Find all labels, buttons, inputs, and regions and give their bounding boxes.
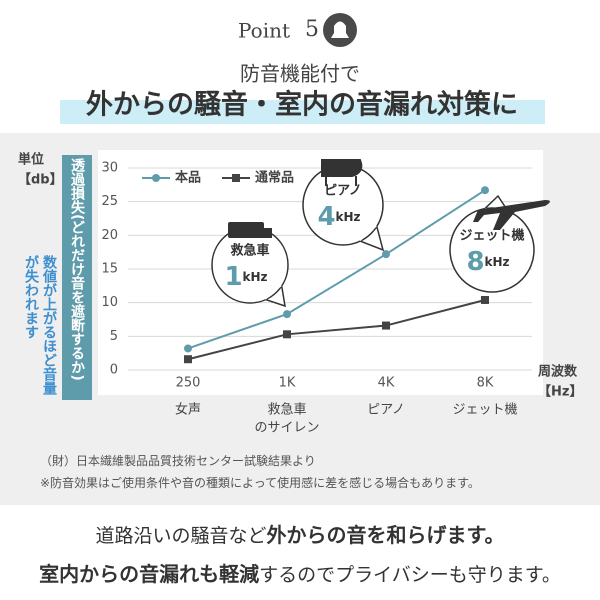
x-label: 周波数 [538, 364, 578, 380]
callout-freq: 8kHz [466, 247, 509, 277]
legend-marker [152, 174, 160, 182]
x-tick-label: 250 [176, 376, 201, 391]
footnote: （財）日本繊維製品品質技術センター試験結果より [40, 454, 316, 468]
point [382, 250, 390, 259]
callout-freq: 1kHz [224, 262, 267, 292]
callout-unit: kHz [485, 255, 510, 269]
body-line: 道路沿いの騒音など外からの音を和らげます。 [0, 516, 600, 555]
y-tick-label: 20 [101, 228, 118, 243]
footnote: ※防音効果はご使用条件や音の種類によって使用感に差を感じる場合もあります。 [40, 476, 480, 490]
body-segment: 外からの音を和らげます。 [266, 523, 505, 547]
y-tick-label: 25 [101, 194, 118, 209]
point [184, 344, 192, 353]
category-note: ピアノ [367, 403, 405, 418]
category-note: 女声 [175, 402, 201, 418]
callout-label: ジェット機 [459, 228, 524, 244]
callout-number: 8 [466, 247, 484, 277]
y-tick-label: 15 [101, 262, 118, 277]
callout-label: 救急車 [230, 243, 269, 259]
category-note: のサイレン [254, 421, 319, 436]
y-unit: 単位 [18, 152, 44, 168]
y-tick-label: 30 [101, 161, 118, 176]
legend-marker [232, 174, 240, 182]
title: 外からの騒音・室内の音漏れ対策に [86, 89, 518, 121]
legend-label: 通常品 [255, 170, 294, 186]
title-highlight [60, 100, 545, 124]
ambulance-icon [228, 222, 264, 238]
x-tick-label: 1K [279, 376, 296, 391]
callout-number: 4 [317, 202, 335, 232]
series-line [187, 189, 486, 350]
x-tick-label: 8K [477, 376, 494, 391]
y-tick-label: 0 [110, 363, 118, 378]
point [382, 321, 390, 330]
ambulance-icon [262, 228, 272, 238]
callout-patch [250, 265, 282, 300]
side-label: 透過損失(どれだけ音を遮断するか) [69, 158, 85, 381]
category-note: ジェット機 [452, 403, 517, 418]
side-note: 数値が上がるほど音量が失われます [23, 255, 57, 395]
point [283, 330, 291, 339]
bell-shape [331, 21, 349, 38]
piano-icon [321, 159, 363, 186]
body-segment: 道路沿いの騒音など [95, 525, 267, 547]
callout-freq: 4kHz [317, 202, 360, 232]
callout-number: 1 [224, 262, 242, 292]
y-unit: 【db】 [18, 172, 63, 188]
series-line [187, 299, 486, 361]
side-box [62, 155, 92, 400]
callout-unit: kHz [336, 210, 361, 224]
body-segment: するのでプライバシーも守ります。 [259, 564, 561, 586]
body-text: 道路沿いの騒音など外からの音を和らげます。 室内からの音漏れも軽減するのでプライバ… [0, 516, 600, 594]
callout-patch [343, 205, 377, 242]
subtitle: 防音機能付で [240, 62, 360, 86]
legend-label: 本品 [175, 170, 201, 186]
x-label: 【Hz】 [538, 384, 582, 400]
point [283, 310, 291, 319]
plane-icon [473, 200, 550, 230]
body-segment: 室内からの音漏れも軽減 [39, 562, 260, 586]
point-label: Point [238, 19, 290, 43]
callout-label: ピアノ [324, 184, 362, 199]
point [184, 355, 192, 364]
x-tick-label: 4K [378, 376, 395, 391]
body-line: 室内からの音漏れも軽減するのでプライバシーも守ります。 [0, 555, 600, 594]
point-number: 5 [305, 17, 319, 42]
point [481, 186, 489, 195]
category-note: 救急車 [267, 402, 306, 418]
y-tick-label: 10 [101, 295, 118, 310]
callout-unit: kHz [243, 270, 268, 284]
point [481, 295, 489, 304]
y-tick-label: 5 [110, 329, 118, 344]
